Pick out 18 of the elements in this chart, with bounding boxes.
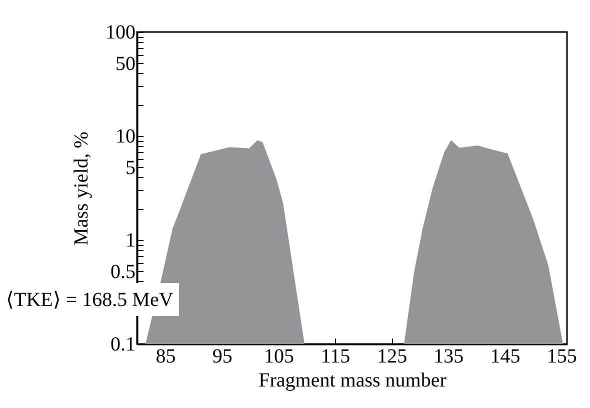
annotation: ⟨TKE⟩ = 168.5 MeV [0, 283, 180, 316]
x-tick-label: 85 [156, 346, 176, 368]
y-tick-label: 5 [126, 156, 136, 179]
y-tick-label: 10 [116, 126, 136, 148]
x-tick-label: 135 [434, 346, 464, 368]
x-axis-title: Fragment mass number [258, 370, 447, 392]
x-tick-label: 105 [264, 346, 294, 368]
x-tick-label: 115 [320, 346, 350, 368]
y-axis-title: Mass yield, % [70, 132, 92, 246]
x-tick-label: 145 [490, 346, 520, 368]
y-tick-label: 100 [106, 22, 136, 44]
y-tick-label: 0.1 [110, 334, 136, 356]
x-tick-label: 95 [212, 346, 232, 368]
y-tick-label: 0.5 [110, 260, 136, 283]
y-tick-label: 50 [116, 52, 136, 75]
y-tick-label: 1 [126, 230, 136, 252]
x-tick-label: 125 [377, 346, 408, 368]
x-tick-label: 155 [546, 346, 577, 368]
